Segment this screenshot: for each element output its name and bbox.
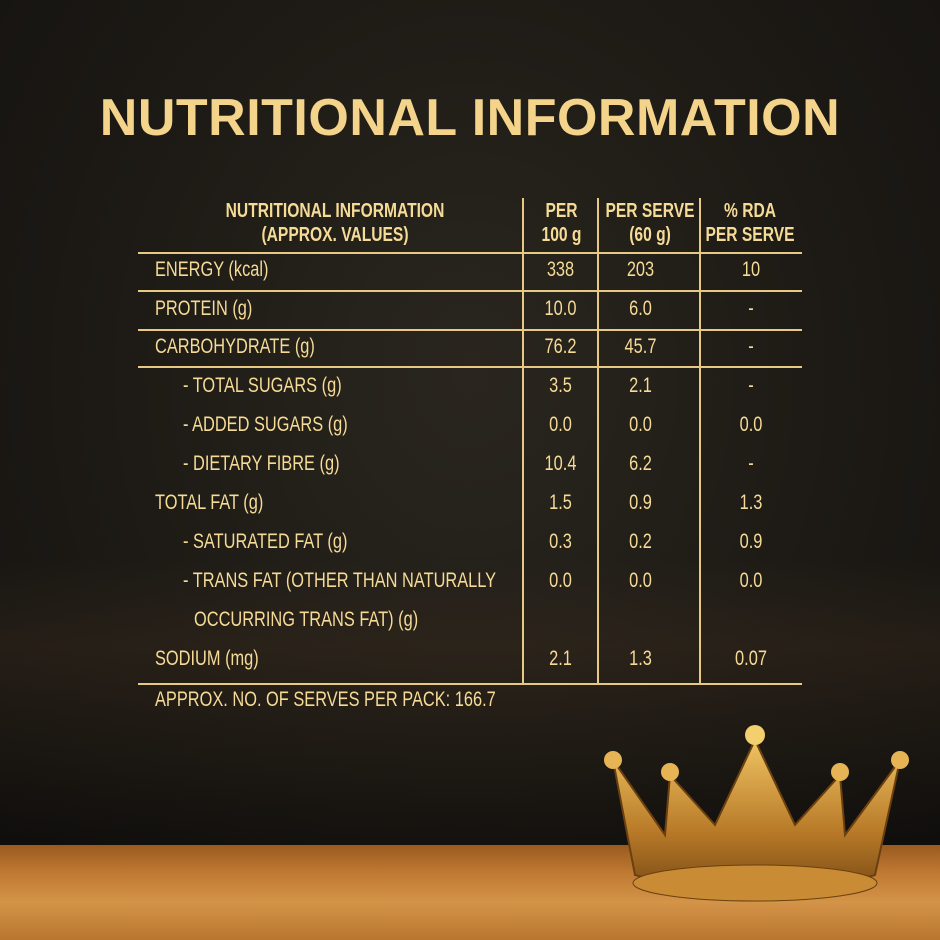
value-per-100g: 338 [546,258,575,281]
nutrient-label: - ADDED SUGARS (g) [183,413,348,436]
column-divider [597,198,599,684]
value-rda: 0.9 [739,530,763,553]
header-perserve-1: PER SERVE [605,200,695,222]
nutrient-label: - TOTAL SUGARS (g) [183,374,342,397]
value-per-100g: 0.0 [549,413,572,436]
column-divider [522,198,524,684]
value-per-100g: 10.4 [544,452,577,475]
value-rda: - [748,335,754,358]
nutrient-label: ENERGY (kcal) [155,258,269,281]
page-title: NUTRITIONAL INFORMATION [99,89,841,147]
nutrient-label: - DIETARY FIBRE (g) [183,452,340,475]
header-nutrient-1: NUTRITIONAL INFORMATION [225,200,445,222]
divider [138,683,802,685]
value-rda: - [748,452,754,475]
value-per-serve: 6.2 [629,452,652,475]
value-per-100g: 10.0 [544,297,577,320]
divider [138,290,802,292]
header-nutrient-2: (APPROX. VALUES) [261,224,409,246]
value-per-serve: 6.0 [629,297,652,320]
value-per-100g: 0.0 [549,569,572,592]
nutrient-label: - TRANS FAT (OTHER THAN NATURALLY [183,569,497,592]
value-rda: 0.0 [739,413,763,436]
value-rda: - [748,297,754,320]
header-perserve-2: (60 g) [629,224,671,246]
header-per100-1: PER [545,200,578,222]
value-rda: 0.07 [735,647,767,670]
nutrient-label: SODIUM (mg) [155,647,259,670]
value-per-100g: 76.2 [544,335,577,358]
value-per-100g: 3.5 [549,374,572,397]
header-rda-1: % RDA [723,200,776,222]
nutrient-label: TOTAL FAT (g) [155,491,264,514]
value-rda: 10 [741,258,761,281]
divider [138,252,802,254]
column-divider [699,198,701,684]
nutrient-label: - SATURATED FAT (g) [183,530,348,553]
value-per-100g: 2.1 [549,647,572,670]
value-per-serve: 0.0 [629,569,652,592]
value-per-serve: 1.3 [629,647,652,670]
header-per100-2: 100 g [541,224,582,246]
value-rda: 0.0 [739,569,763,592]
header-rda-2: PER SERVE [705,224,795,246]
golden-crown-image [604,725,909,902]
value-per-serve: 203 [626,258,655,281]
background-shade [0,560,940,845]
value-per-100g: 0.3 [549,530,572,553]
value-per-serve: 2.1 [629,374,652,397]
value-per-serve: 0.2 [629,530,652,553]
divider [138,329,802,331]
divider [138,366,802,368]
value-per-serve: 0.9 [629,491,652,514]
value-rda: 1.3 [739,491,763,514]
value-per-serve: 45.7 [624,335,657,358]
nutrient-label: CARBOHYDRATE (g) [155,335,315,358]
serves-per-pack: APPROX. NO. OF SERVES PER PACK: 166.7 [155,688,496,711]
value-rda: - [748,374,754,397]
value-per-100g: 1.5 [549,491,572,514]
value-per-serve: 0.0 [629,413,652,436]
nutrient-label: OCCURRING TRANS FAT) (g) [194,608,419,631]
nutrient-label: PROTEIN (g) [155,297,253,320]
